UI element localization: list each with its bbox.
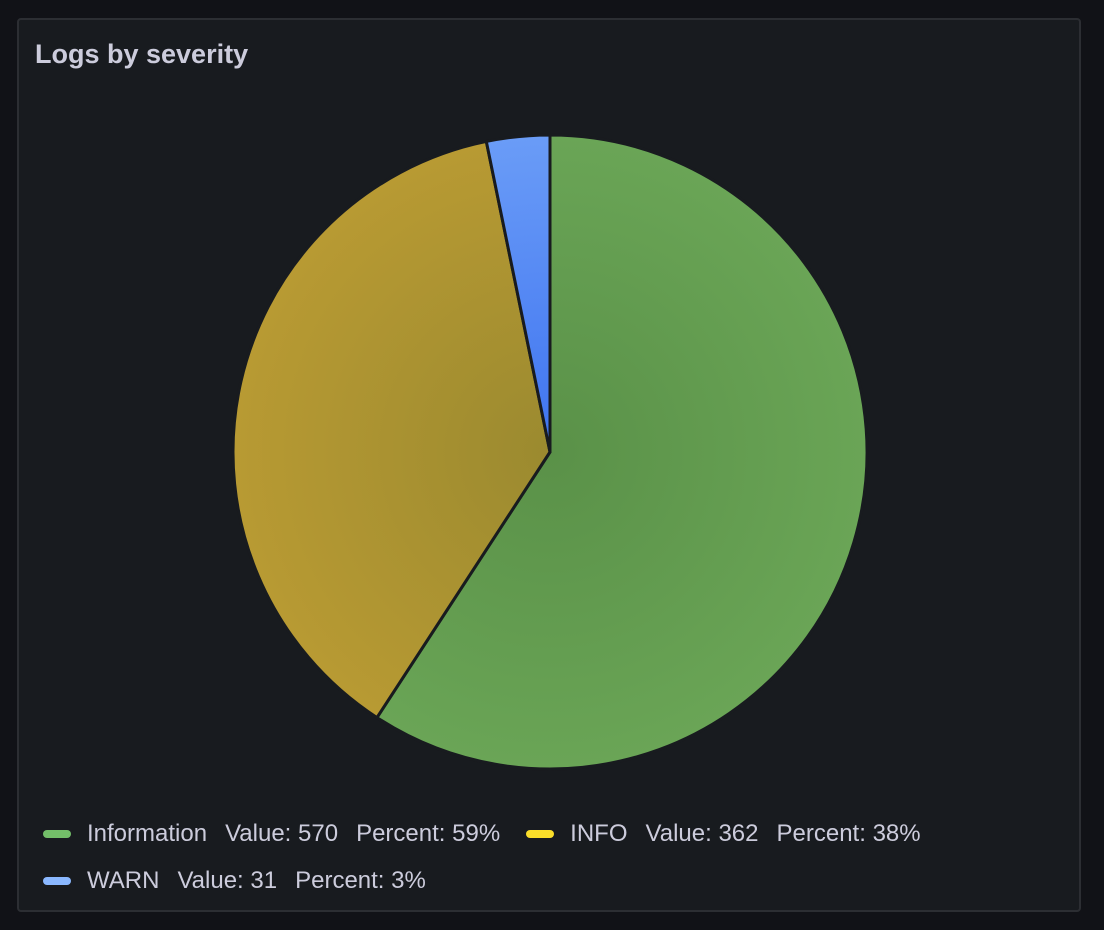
legend-value-prefix: Value: xyxy=(177,866,244,894)
legend-value-prefix: Value: xyxy=(645,819,712,847)
legend-item-information[interactable]: Information Value: 570 Percent: 59% xyxy=(43,820,500,848)
legend-value: 570 xyxy=(298,819,339,847)
legend-value: 362 xyxy=(718,819,759,847)
legend-swatch-green xyxy=(43,829,71,838)
pie-chart xyxy=(231,133,869,771)
pie-slice-info[interactable] xyxy=(231,139,552,720)
pie-slice-information[interactable] xyxy=(375,133,869,771)
legend-value-prefix: Value: xyxy=(225,819,292,847)
legend-label: INFO xyxy=(570,819,628,847)
legend-percent: 59% xyxy=(452,819,501,847)
legend-item-info[interactable]: INFO Value: 362 Percent: 38% xyxy=(526,819,921,848)
pie-chart-panel: Logs by severity Information Value: 570 … xyxy=(17,18,1081,912)
legend-percent-prefix: Percent: xyxy=(356,819,446,847)
legend-row: WARN Value: 31 Percent: 3% xyxy=(43,857,1043,904)
legend-percent-prefix: Percent: xyxy=(776,819,866,847)
legend-value: 31 xyxy=(250,866,278,894)
legend-swatch-yellow xyxy=(526,829,555,838)
legend-label: WARN xyxy=(87,866,160,894)
legend-percent: 38% xyxy=(872,819,921,847)
legend: Information Value: 570 Percent: 59% INFO… xyxy=(43,810,1043,904)
legend-swatch-blue xyxy=(43,876,71,885)
legend-item-warn[interactable]: WARN Value: 31 Percent: 3% xyxy=(43,867,426,895)
pie-slice-warn[interactable] xyxy=(484,133,552,454)
panel-title: Logs by severity xyxy=(35,39,249,69)
legend-row: Information Value: 570 Percent: 59% INFO… xyxy=(43,810,1043,857)
legend-label: Information xyxy=(87,819,208,847)
legend-percent-prefix: Percent: xyxy=(295,866,385,894)
pie-slices xyxy=(231,133,869,771)
legend-percent: 3% xyxy=(391,866,426,894)
